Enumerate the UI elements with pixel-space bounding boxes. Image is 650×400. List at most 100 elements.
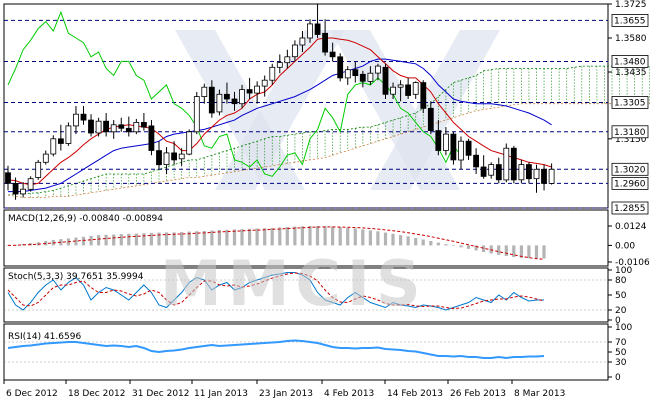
stoch-k-line	[7, 272, 544, 311]
candle-body	[526, 164, 532, 180]
candle-body	[548, 168, 555, 184]
level-price-box	[611, 14, 649, 27]
level-price-label: 1.3180	[614, 128, 646, 138]
macd-bar	[180, 232, 184, 246]
macd-bar	[353, 228, 357, 246]
candle-body	[314, 23, 321, 35]
candle-body	[382, 66, 389, 95]
candle-body	[397, 84, 404, 88]
level-price-box	[611, 55, 649, 68]
macd-bar	[331, 226, 335, 246]
y-tick-label: 20	[615, 306, 627, 316]
candle-body	[103, 120, 109, 133]
macd-bar	[368, 230, 372, 246]
candle-body	[246, 89, 253, 94]
macd-bar	[97, 235, 101, 246]
candle-body	[254, 85, 261, 94]
candle-body	[148, 125, 155, 151]
candle-body	[193, 96, 200, 133]
macd-y-axis: 0.0124 0.00 -0.0106	[608, 222, 650, 268]
kijun-line	[8, 58, 552, 193]
candle-body	[337, 56, 344, 79]
candle-body	[95, 120, 102, 134]
macd-bar	[338, 227, 342, 246]
macd-bar	[459, 245, 463, 248]
watermark-stroke	[215, 30, 345, 190]
macd-bar	[466, 245, 471, 249]
macd-bar	[361, 229, 365, 246]
level-price-box	[611, 176, 649, 190]
candle-body	[80, 113, 87, 121]
candle-body	[201, 86, 208, 97]
x-tick-label: 8 Mar 2013	[514, 389, 565, 399]
macd-bar	[308, 226, 312, 246]
macd-bar	[399, 235, 403, 246]
macd-bar	[497, 245, 501, 255]
candle-body	[473, 154, 480, 168]
x-tick-label: 14 Feb 2013	[387, 389, 443, 399]
y-tick-label: 1.3725	[615, 0, 647, 10]
macd-bar	[293, 226, 297, 246]
candles	[5, 4, 555, 200]
macd-bar	[414, 237, 418, 246]
level-price-label: 1.3655	[614, 16, 646, 26]
macd-bar	[240, 229, 244, 246]
macd-bar	[232, 229, 237, 246]
y-tick-label: 30	[615, 358, 627, 368]
candle-body	[156, 150, 162, 166]
candle-body	[223, 93, 230, 100]
x-axis: 6 Dec 2012 18 Dec 2012 31 Dec 2012 11 Jan 2…	[3, 380, 565, 399]
y-tick-label: -0.0106	[615, 258, 650, 268]
candle-body	[133, 122, 140, 133]
candle-body	[261, 79, 268, 87]
candle-body	[533, 168, 540, 180]
candle-body	[329, 51, 336, 58]
candle-body	[88, 119, 94, 134]
macd-bar	[346, 227, 350, 246]
macd-bar	[474, 245, 478, 251]
candle-body	[495, 164, 502, 181]
candle-body	[20, 188, 27, 195]
candle-body	[510, 147, 517, 181]
candle-body	[503, 147, 510, 181]
macd-bar	[225, 229, 229, 246]
y-tick-label: 0.00	[615, 241, 635, 251]
macd-bar	[519, 245, 523, 258]
candle-body	[42, 153, 49, 163]
macd-bar	[504, 245, 508, 256]
level-price-label: 1.2960	[614, 179, 646, 189]
macd-bar	[285, 226, 289, 246]
candle-body	[276, 62, 283, 68]
watermark-stroke	[370, 30, 500, 190]
macd-bar	[534, 245, 539, 259]
macd-bar	[315, 226, 320, 246]
cloud-span-b	[7, 103, 650, 198]
macd-bar	[527, 245, 531, 259]
candle-body	[458, 140, 464, 161]
macd-bar	[112, 234, 116, 246]
y-tick-label: 1.3435	[615, 68, 647, 78]
candle-body	[73, 113, 79, 127]
x-tick-label: 18 Dec 2012	[68, 389, 126, 399]
macd-bar	[300, 226, 304, 246]
macd-bar	[89, 236, 93, 246]
macd-bar	[142, 233, 146, 246]
candle-body	[269, 66, 276, 81]
rsi-path	[7, 339, 545, 360]
rsi-panel: RSI(14) 41.6596	[3, 323, 609, 381]
candle-body	[541, 168, 547, 184]
candle-body	[58, 138, 64, 144]
candle-body	[412, 82, 419, 95]
macd-bar	[270, 227, 274, 246]
candle-body	[291, 44, 298, 58]
macd-panel: MACD(12,26,9) -0.00840 -0.00894	[3, 209, 609, 267]
candle-body	[367, 72, 374, 82]
x-tick-label: 31 Dec 2012	[132, 389, 190, 399]
watermark-text: MMCIS	[160, 247, 421, 320]
macd-bar	[429, 241, 433, 246]
candle-body	[374, 65, 381, 74]
macd-bar	[436, 242, 440, 246]
macd-bar	[59, 239, 63, 246]
